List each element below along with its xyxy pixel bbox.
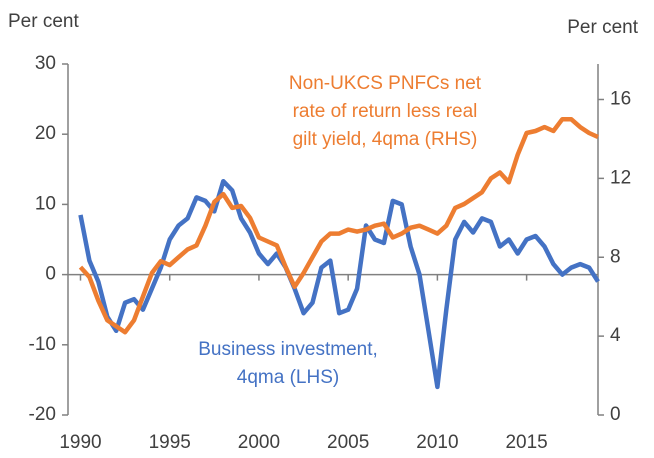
x-tick-label: 1995 <box>149 432 191 453</box>
annotation: Business investment, <box>198 339 378 360</box>
x-tick-label: 2005 <box>327 432 369 453</box>
y-tick-label: 30 <box>35 53 56 74</box>
y2-tick-label: 4 <box>610 325 621 346</box>
series-line <box>78 116 599 335</box>
x-tick-label: 2015 <box>505 432 547 453</box>
y2-tick-label: 16 <box>610 89 631 110</box>
x-tick-label: 2010 <box>416 432 458 453</box>
y-tick-label: -10 <box>29 334 56 355</box>
y-tick-label: 10 <box>35 193 56 214</box>
y-tick-label: 20 <box>35 123 56 144</box>
annotation: rate of return less real <box>293 101 478 122</box>
y2-tick-label: 8 <box>610 246 621 267</box>
x-tick-label: 2000 <box>238 432 280 453</box>
y2-tick-label: 12 <box>610 167 631 188</box>
y2-axis-label: Per cent <box>567 17 638 38</box>
annotation: Non-UKCS PNFCs net <box>289 73 482 94</box>
x-tick-label: 1990 <box>59 432 101 453</box>
y-tick-label: 0 <box>45 264 56 285</box>
y-axis-label: Per cent <box>8 11 79 32</box>
annotation: gilt yield, 4qma (RHS) <box>293 129 478 150</box>
annotation: 4qma (LHS) <box>237 367 339 388</box>
y2-tick-label: 0 <box>610 404 621 425</box>
y-tick-label: -20 <box>29 404 56 425</box>
series-line <box>78 178 600 390</box>
